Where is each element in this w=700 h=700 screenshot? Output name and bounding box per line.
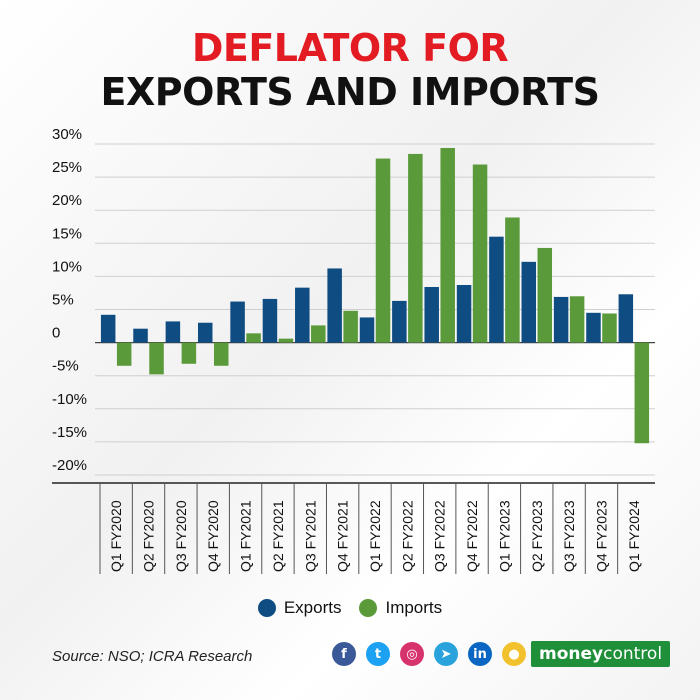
moneycontrol-logo[interactable]: money control	[531, 641, 671, 667]
y-tick-label: 10%	[52, 258, 82, 275]
bar-imports	[440, 147, 455, 343]
source-note: Source: NSO; ICRA Research	[52, 648, 253, 665]
x-tick-label: Q2 FY2021	[270, 500, 286, 572]
legend-label-exports: Exports	[283, 598, 342, 617]
x-tick-label: Q3 FY2020	[173, 500, 189, 572]
x-tick-label: Q4 FY2022	[464, 500, 480, 572]
chart-title-line1: DEFLATOR FOR	[191, 26, 509, 70]
x-tick-label: Q1 FY2020	[108, 500, 124, 572]
instagram-icon[interactable]: ◎	[400, 642, 424, 666]
y-tick-label: 30%	[52, 126, 82, 143]
x-tick-label: Q2 FY2023	[529, 500, 545, 572]
bar-imports	[408, 153, 423, 343]
x-tick-label: Q1 FY2022	[367, 500, 383, 572]
x-tick-label: Q4 FY2021	[335, 500, 351, 572]
bar-exports	[618, 294, 634, 343]
x-tick-label: Q3 FY2022	[432, 500, 448, 572]
bar-exports	[521, 261, 537, 343]
bar-imports	[246, 333, 261, 343]
bar-imports	[634, 342, 650, 444]
legend-swatch-exports	[257, 599, 276, 617]
x-tick-label: Q2 FY2020	[141, 500, 157, 572]
chart-title-line2: EXPORTS AND IMPORTS	[100, 70, 600, 114]
bar-exports	[456, 285, 472, 343]
bar-imports	[278, 338, 294, 343]
y-tick-label: 5%	[52, 292, 74, 309]
bar-exports	[553, 296, 569, 343]
x-tick-label: Q3 FY2023	[561, 500, 577, 572]
y-tick-label: 20%	[52, 192, 82, 209]
bar-exports	[586, 312, 601, 343]
bar-imports	[116, 342, 132, 366]
x-tick-label: Q4 FY2020	[205, 500, 221, 572]
y-tick-label: 15%	[52, 225, 82, 242]
bar-imports	[343, 310, 358, 343]
bar-exports	[489, 236, 504, 343]
x-tick-label: Q1 FY2023	[496, 500, 512, 572]
koo-icon[interactable]: ●	[502, 642, 526, 666]
bar-exports	[359, 317, 375, 343]
y-tick-label: 0	[52, 325, 60, 342]
telegram-icon[interactable]: ➤	[434, 642, 458, 666]
brand-part2: control	[603, 644, 663, 664]
bar-exports	[100, 314, 116, 343]
bar-exports	[133, 328, 148, 343]
bar-exports	[327, 268, 342, 343]
x-tick-label: Q2 FY2022	[399, 500, 415, 572]
bar-imports	[181, 342, 197, 364]
legend: Exports Imports	[0, 598, 700, 618]
bar-imports	[375, 158, 391, 343]
bar-exports	[165, 321, 181, 343]
y-tick-label: -15%	[52, 424, 87, 441]
x-tick-label: Q3 FY2021	[302, 500, 318, 572]
bar-exports	[295, 287, 310, 343]
linkedin-icon[interactable]: in	[468, 642, 492, 666]
twitter-icon[interactable]: t	[366, 642, 390, 666]
bar-imports	[505, 217, 520, 343]
bar-imports	[472, 164, 488, 343]
bar-imports	[213, 342, 229, 366]
legend-item-exports: Exports	[257, 598, 342, 618]
social-icons: f t ◎ ➤ in ●	[332, 642, 536, 666]
y-tick-label: 25%	[52, 159, 82, 176]
bar-exports	[262, 298, 278, 343]
facebook-icon[interactable]: f	[332, 642, 356, 666]
x-tick-label: Q1 FY2024	[626, 500, 642, 572]
x-tick-label: Q4 FY2023	[593, 500, 609, 572]
y-tick-label: -10%	[52, 391, 87, 408]
bar-exports	[230, 301, 245, 343]
brand-part1: money	[539, 644, 604, 664]
y-tick-label: -20%	[52, 457, 87, 474]
legend-label-imports: Imports	[385, 598, 443, 617]
bar-exports	[392, 300, 407, 343]
bar-imports	[569, 296, 585, 343]
bar-imports	[602, 313, 617, 343]
bar-imports	[149, 342, 164, 375]
bar-exports	[424, 286, 439, 343]
y-tick-label: -5%	[52, 358, 79, 375]
bar-exports	[197, 322, 213, 343]
x-tick-label: Q1 FY2021	[238, 500, 254, 572]
bar-imports	[311, 325, 326, 343]
legend-item-imports: Imports	[359, 598, 442, 618]
legend-swatch-imports	[359, 599, 378, 617]
bar-imports	[537, 247, 553, 343]
